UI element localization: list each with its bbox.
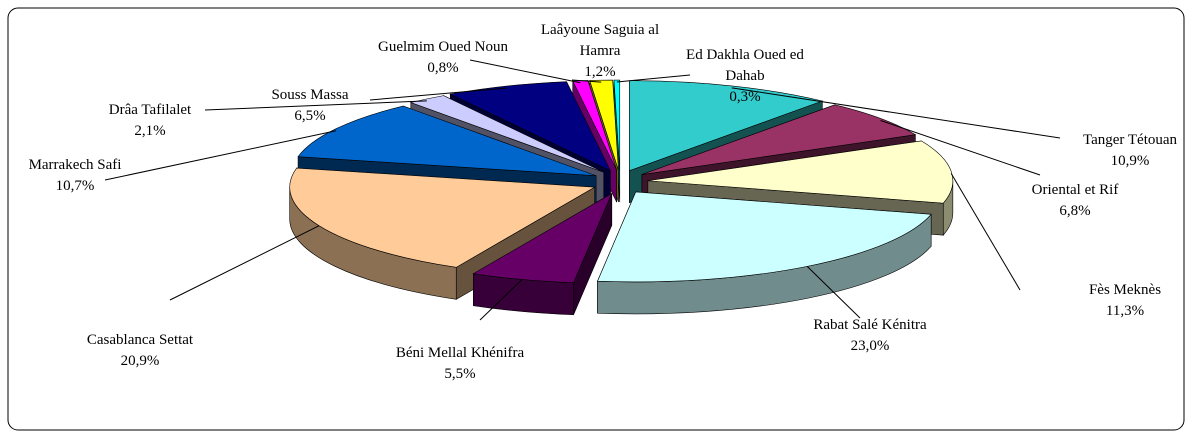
- slice-name: Marrakech Safi: [28, 157, 122, 173]
- pie-slice: [449, 81, 612, 172]
- leader-line: [950, 173, 1021, 291]
- slice-name: Guelmim Oued Noun: [378, 39, 508, 55]
- pie-slice: [289, 167, 596, 268]
- pie-slice: [629, 80, 824, 172]
- slice-name: Tanger Tétouan: [1082, 132, 1178, 148]
- leader-line: [571, 79, 602, 83]
- leader-line: [369, 87, 507, 101]
- data-label: Tanger Tétouan 10,9%: [1083, 130, 1177, 172]
- slice-value: 20,9%: [120, 353, 160, 369]
- slice-name: Ed Dakhla Oued ed Dahab: [686, 47, 804, 84]
- leader-line: [469, 59, 581, 84]
- leader-line: [169, 225, 320, 301]
- leader-line: [731, 87, 1061, 139]
- slice-name: Rabat Salé Kénitra: [813, 317, 927, 333]
- pie-slice: [597, 191, 932, 283]
- leader-line: [880, 120, 1041, 176]
- slice-value: 10,9%: [1110, 153, 1150, 169]
- pie-slice: [647, 140, 954, 204]
- slice-value: 0,8%: [427, 60, 459, 76]
- data-label: Souss Massa 6,5%: [271, 85, 348, 127]
- leader-line: [616, 74, 691, 83]
- slice-value: 6,5%: [294, 108, 326, 124]
- slice-value: 5,5%: [444, 366, 476, 382]
- leader-line: [204, 100, 427, 111]
- data-label: Béni Mellal Khénifra 5,5%: [396, 343, 524, 385]
- leader-line: [806, 266, 861, 319]
- slice-name: Drâa Tafilalet: [108, 102, 192, 118]
- pie-slice: [297, 105, 597, 177]
- slice-value: 2,1%: [134, 123, 166, 139]
- slice-value: 0,3%: [729, 89, 761, 105]
- data-label: Casablanca Settat 20,9%: [87, 330, 193, 372]
- leader-line: [479, 279, 523, 321]
- pie-slice: [589, 79, 619, 171]
- slice-value: 6,8%: [1059, 203, 1091, 219]
- data-label: Marrakech Safi 10,7%: [29, 155, 122, 197]
- data-label: Rabat Salé Kénitra 23,0%: [813, 315, 926, 357]
- pie-slice: [409, 95, 604, 173]
- data-label: Guelmim Oued Noun 0,8%: [378, 37, 508, 79]
- pie-slice: [641, 104, 917, 175]
- slice-name: Casablanca Settat: [86, 332, 194, 348]
- data-label: Ed Dakhla Oued ed Dahab 0,3%: [670, 45, 820, 108]
- slice-name: Fès Meknès: [1088, 282, 1162, 298]
- slice-name: Béni Mellal Khénifra: [395, 345, 525, 361]
- slice-value: 23,0%: [850, 338, 890, 354]
- slice-value: 1,2%: [584, 64, 616, 80]
- slice-name: Souss Massa: [271, 87, 349, 103]
- pie-slice: [613, 79, 621, 171]
- slice-name: Oriental et Rif: [1031, 182, 1119, 198]
- leader-line: [104, 130, 337, 181]
- slice-value: 10,7%: [55, 178, 95, 194]
- data-label: Laâyoune Saguia al Hamra 1,2%: [525, 20, 675, 83]
- data-label: Drâa Tafilalet 2,1%: [109, 100, 191, 142]
- data-label: Fès Meknès 11,3%: [1089, 280, 1161, 322]
- slice-name: Laâyoune Saguia al Hamra: [540, 22, 660, 59]
- data-label: Oriental et Rif 6,8%: [1032, 180, 1119, 222]
- slice-value: 11,3%: [1105, 303, 1145, 319]
